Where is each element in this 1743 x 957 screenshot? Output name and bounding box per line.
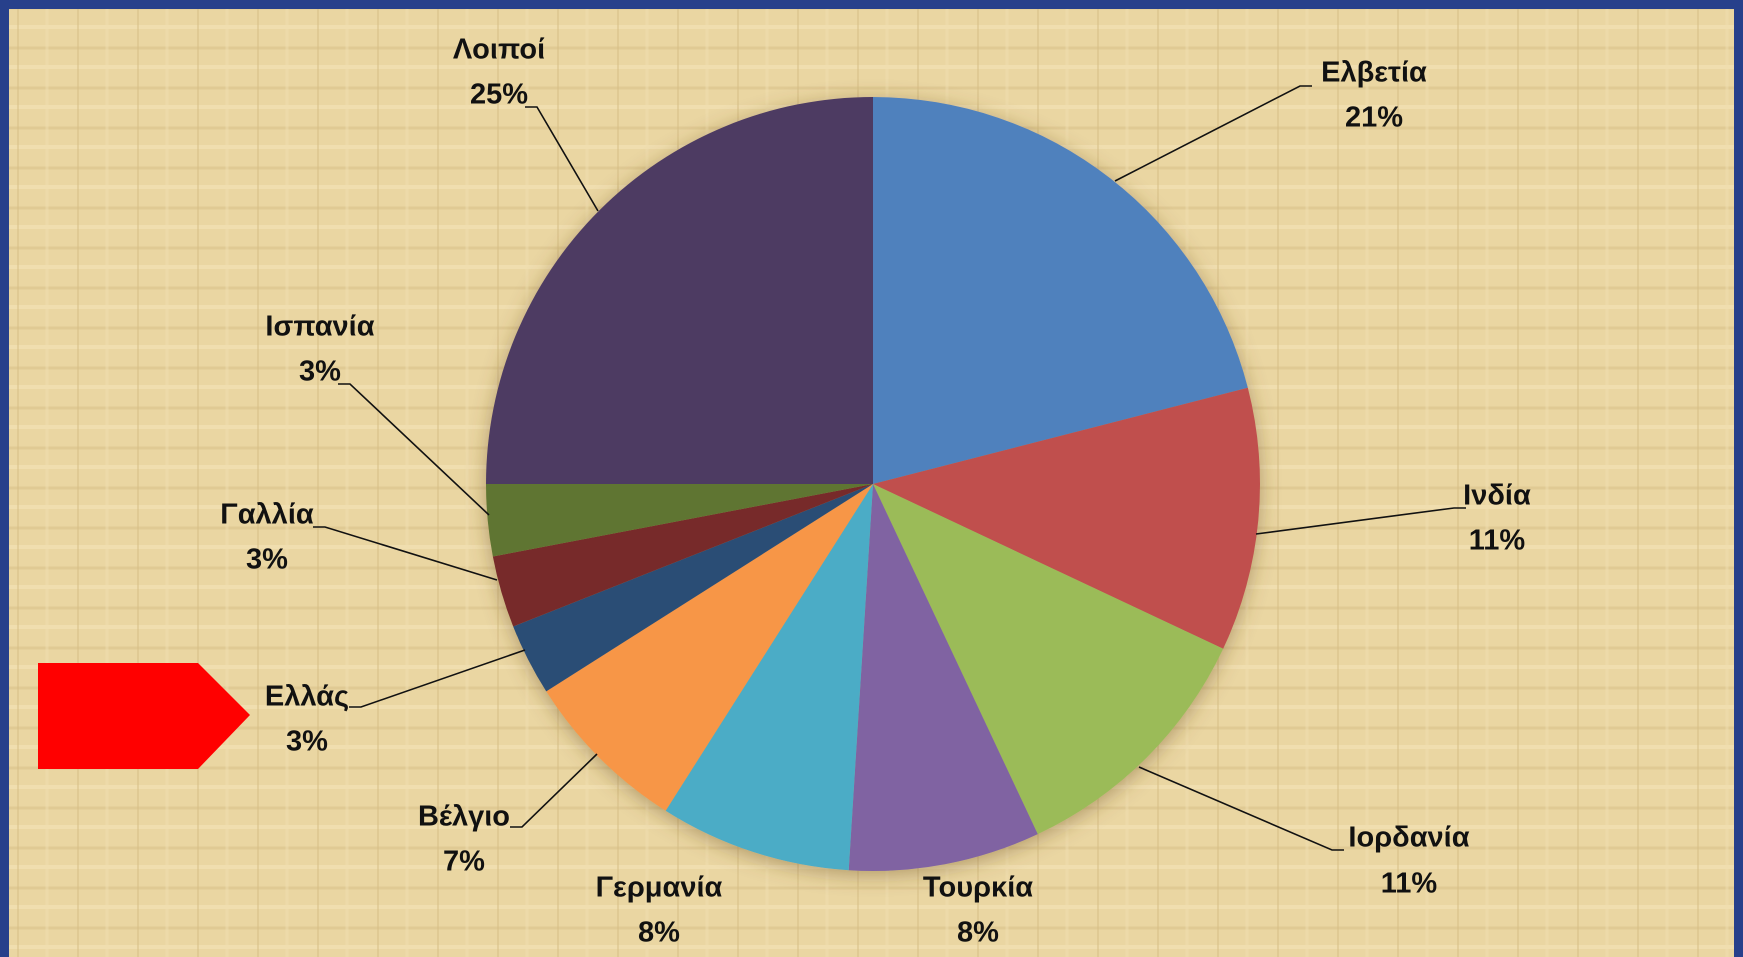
leader-line xyxy=(1138,766,1344,851)
slice-label: Ιορδανία xyxy=(1348,822,1469,854)
slice-value-label: 8% xyxy=(638,917,680,949)
leader-line xyxy=(313,526,498,581)
slice-value-label: 11% xyxy=(1381,868,1438,900)
slice-value-label: 3% xyxy=(286,726,328,758)
slice xyxy=(492,484,873,627)
slice-value-label: 11% xyxy=(1469,525,1526,557)
slice xyxy=(665,484,873,871)
slice-value-label: 21% xyxy=(1345,102,1403,134)
slice-label: Γερμανία xyxy=(596,872,723,904)
slice-label: Ελβετία xyxy=(1321,57,1427,89)
slice-label: Ισπανία xyxy=(265,311,374,343)
leader-line xyxy=(1255,507,1466,535)
slice-value-label: 3% xyxy=(246,544,288,576)
slice-label: Ελλάς xyxy=(265,681,349,713)
labels: Ελβετία 21% Ινδία 11% Ιορδανία 11% Τουρκία 8% Γε… xyxy=(220,34,1531,949)
slice xyxy=(873,97,1248,484)
slice xyxy=(513,484,873,692)
slice-value-label: 25% xyxy=(470,79,528,111)
pie xyxy=(486,97,1260,872)
slice-value-label: 3% xyxy=(299,356,341,388)
leader-line xyxy=(525,106,599,212)
slice xyxy=(873,484,1224,835)
slice-value-label: 7% xyxy=(443,846,485,878)
slice xyxy=(873,387,1260,649)
slice xyxy=(486,97,873,484)
leader-line xyxy=(349,649,526,708)
leader-line xyxy=(338,383,490,516)
slice-label: Λοιποί xyxy=(453,34,545,66)
slice-label: Ινδία xyxy=(1463,480,1531,512)
leader-line xyxy=(510,753,598,828)
slice-label: Τουρκία xyxy=(923,872,1033,904)
leader-line xyxy=(1114,85,1312,182)
slice xyxy=(546,484,873,811)
slice-label: Γαλλία xyxy=(220,499,314,531)
slice-label: Βέλγιο xyxy=(418,801,510,833)
slice-value-label: 8% xyxy=(957,917,999,949)
arrow-marker xyxy=(38,663,250,769)
slice xyxy=(848,484,1038,872)
slice xyxy=(486,484,873,557)
